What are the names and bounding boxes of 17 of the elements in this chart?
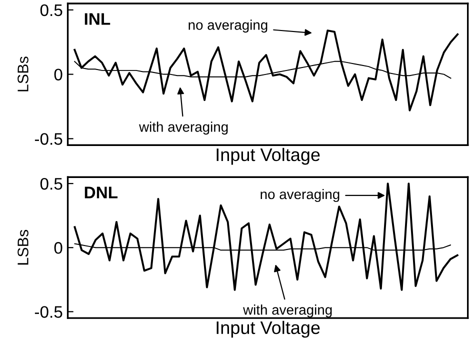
y-tick-label: 0.5 [40,4,62,16]
line-series [74,182,458,291]
annotation: with averaging [243,304,332,318]
y-tick-label: 0 [54,68,62,80]
x-axis-title: Input Voltage [216,320,320,338]
annotation: with averaging [139,122,228,135]
y-axis-title: LSBs [18,230,28,265]
y-tick-label: 0.5 [40,178,62,190]
chart-title: DNL [84,186,118,198]
chart-title: INL [84,13,110,25]
x-axis-title: Input Voltage [216,148,320,165]
y-tick-label: -0.5 [34,133,62,145]
y-axis-title: LSBs [18,56,28,92]
annotation: no averaging [188,20,268,33]
y-tick-label: 0 [54,242,62,254]
annotation: no averaging [260,188,340,202]
y-tick-label: -0.5 [34,306,62,318]
